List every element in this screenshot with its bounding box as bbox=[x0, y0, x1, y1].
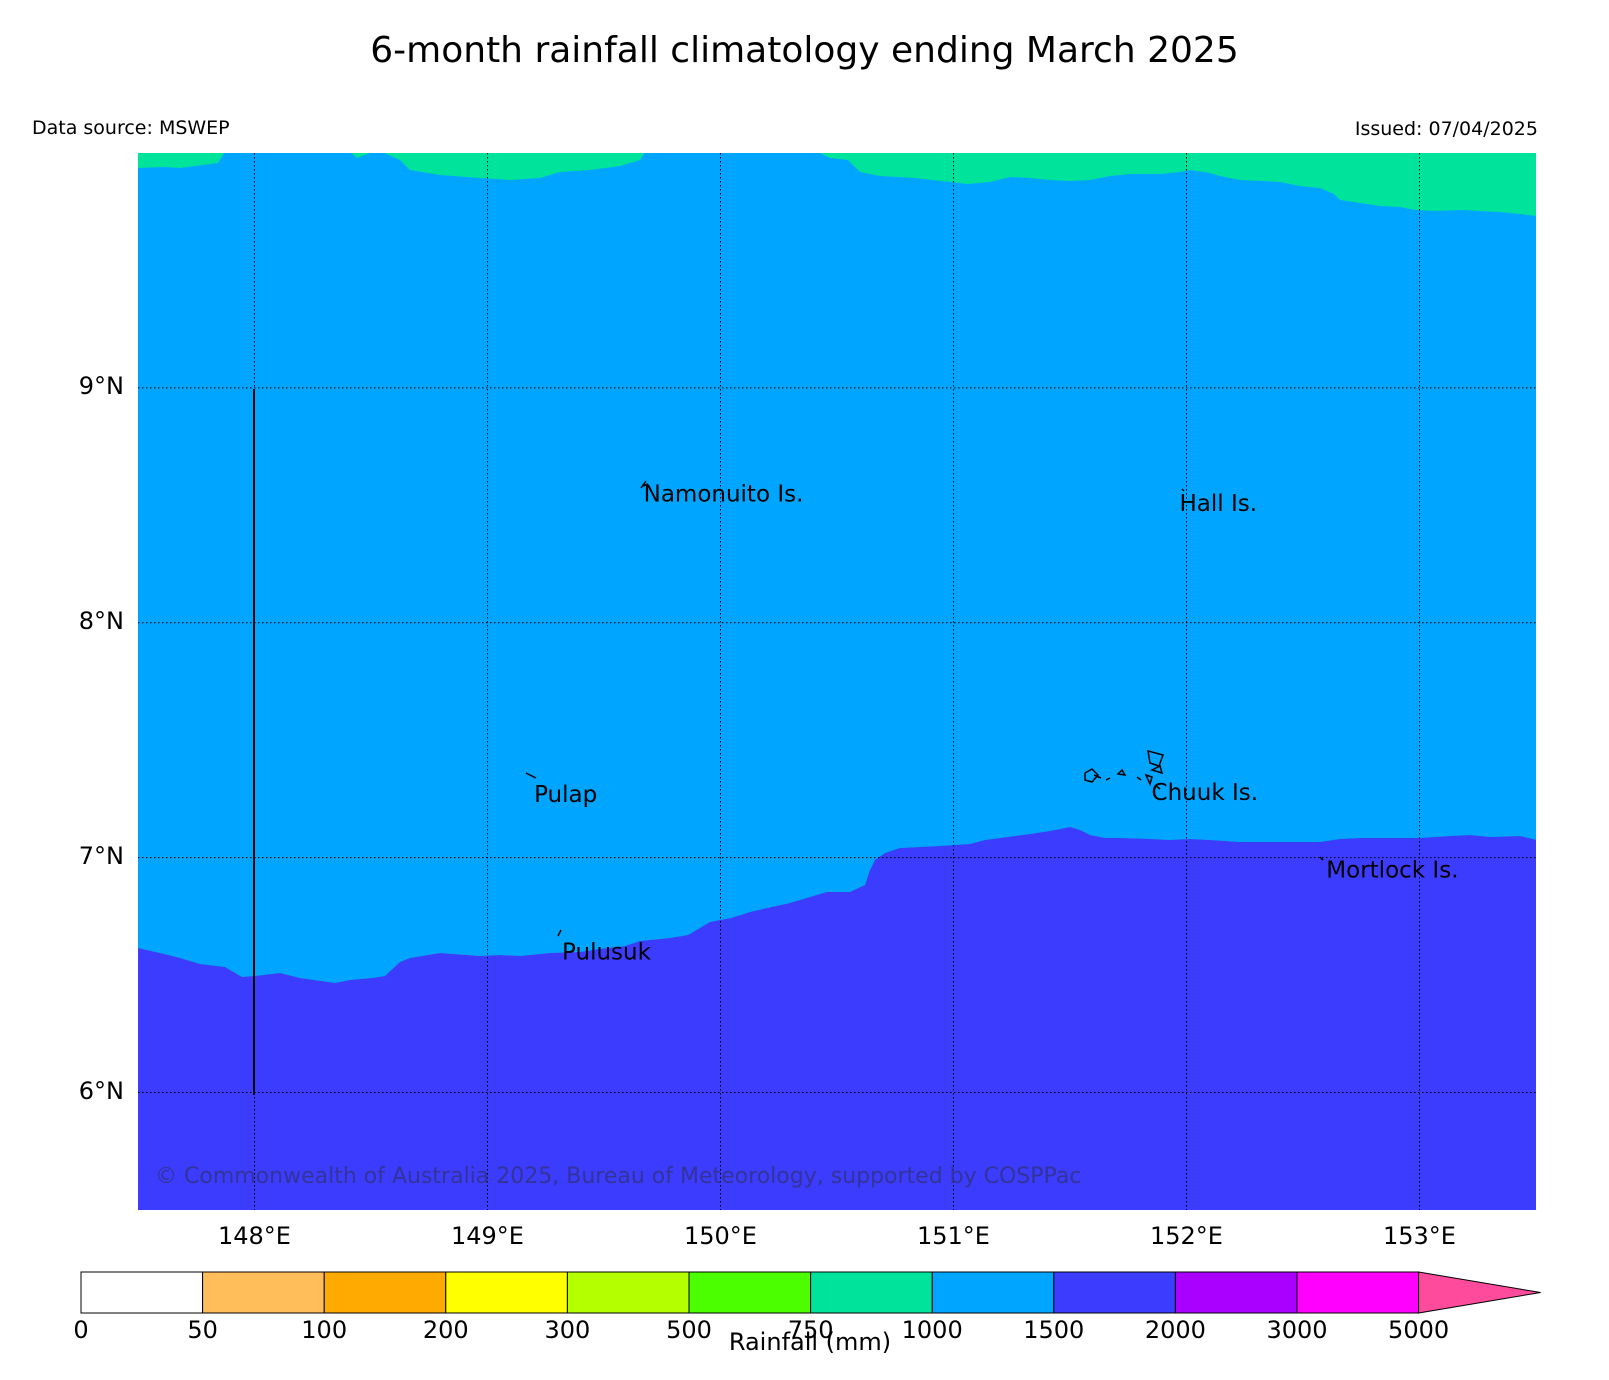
place-label: Mortlock Is. bbox=[1326, 857, 1458, 883]
chart-title: 6-month rainfall climatology ending Marc… bbox=[370, 30, 1239, 71]
place-label: Namonuito Is. bbox=[644, 482, 804, 508]
place-label: Chuuk Is. bbox=[1152, 780, 1259, 806]
colorbar-tick: 3000 bbox=[1266, 1316, 1328, 1344]
place-label: Pulusuk bbox=[562, 940, 652, 966]
lon-tick-label: 152°E bbox=[1150, 1222, 1223, 1250]
place-label: Hall Is. bbox=[1180, 491, 1258, 517]
colorbar-title: Rainfall (mm) bbox=[728, 1328, 892, 1356]
colorbar-tick: 50 bbox=[187, 1316, 218, 1344]
lat-tick-label: 8°N bbox=[78, 606, 124, 635]
place-label: Pulap bbox=[534, 782, 597, 808]
colorbar-tick: 1000 bbox=[901, 1316, 963, 1344]
colorbar-segment bbox=[202, 1271, 325, 1314]
colorbar-segment bbox=[931, 1271, 1055, 1314]
colorbar-segment bbox=[445, 1271, 568, 1314]
chuuk-lagoon-icon bbox=[1084, 749, 1164, 790]
colorbar-tick: 500 bbox=[666, 1316, 712, 1344]
place-labels: Namonuito Is. Hall Is. Pulap Chuuk Is. Mortl… bbox=[534, 482, 1458, 966]
issued-date-label: Issued: 07/04/2025 bbox=[1354, 118, 1538, 140]
colorbar-segment bbox=[566, 1271, 690, 1314]
colorbar-segment bbox=[810, 1271, 933, 1314]
colorbar-tick: 1500 bbox=[1023, 1316, 1085, 1344]
colorbar-tick: 2000 bbox=[1144, 1316, 1206, 1344]
lon-tick-label: 150°E bbox=[684, 1222, 757, 1250]
lat-tick-label: 7°N bbox=[78, 841, 124, 870]
colorbar-tick: 5000 bbox=[1388, 1316, 1450, 1344]
gridlines bbox=[138, 153, 1536, 1210]
colorbar-segment bbox=[80, 1271, 204, 1314]
colorbar-tick: 100 bbox=[301, 1316, 348, 1344]
namonuito-island-icon bbox=[640, 480, 649, 489]
colorbar-tick: 0 bbox=[73, 1316, 89, 1344]
colorbar-tick: 300 bbox=[544, 1316, 591, 1344]
colorbar-segment bbox=[1296, 1271, 1420, 1314]
colorbar-segment bbox=[323, 1271, 447, 1314]
island-outlines bbox=[525, 480, 1324, 937]
mortlock-island-icon bbox=[1319, 856, 1324, 861]
lat-tick-label: 9°N bbox=[78, 371, 124, 400]
colorbar bbox=[80, 1271, 1541, 1314]
lon-tick-label: 151°E bbox=[917, 1222, 990, 1250]
lon-tick-label: 149°E bbox=[451, 1222, 524, 1250]
pulusuk-island-icon bbox=[557, 929, 562, 937]
hall-island-icon bbox=[1181, 488, 1185, 492]
lat-tick-label: 6°N bbox=[78, 1076, 124, 1105]
data-source-label: Data source: MSWEP bbox=[32, 117, 230, 139]
colorbar-segment bbox=[1174, 1271, 1298, 1314]
colorbar-segment bbox=[688, 1271, 812, 1314]
lon-tick-label: 153°E bbox=[1383, 1222, 1456, 1250]
copyright-text: © Commonwealth of Australia 2025, Bureau… bbox=[155, 1164, 1081, 1189]
colorbar-segment bbox=[1053, 1271, 1176, 1314]
colorbar-tick: 200 bbox=[422, 1316, 469, 1344]
zone-1000-1500 bbox=[138, 153, 1536, 983]
pulap-island-icon bbox=[525, 772, 537, 779]
colorbar-tick: 750 bbox=[787, 1316, 834, 1344]
colorbar-extend-arrow bbox=[1418, 1271, 1541, 1314]
lon-tick-label: 148°E bbox=[218, 1222, 291, 1250]
